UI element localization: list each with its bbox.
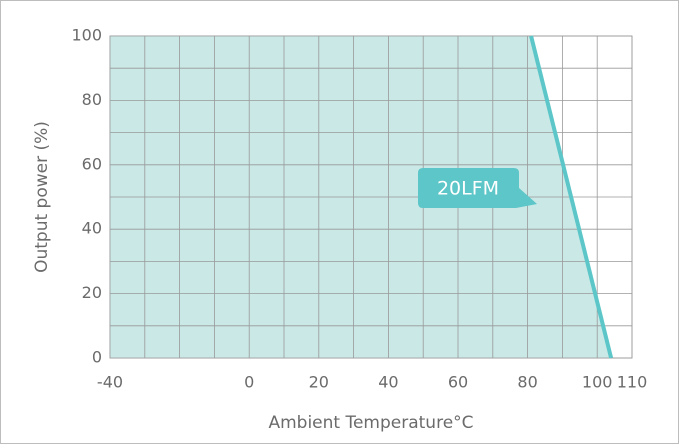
y-tick-label: 20: [82, 283, 102, 302]
y-tick-label: 40: [82, 219, 102, 238]
x-tick-label: 110: [617, 373, 648, 392]
x-tick-label: 100: [582, 373, 613, 392]
y-tick-label: 60: [82, 154, 102, 173]
x-tick-label: 80: [517, 373, 537, 392]
callout-box: [418, 168, 537, 208]
x-tick-label: 0: [244, 373, 254, 392]
y-tick-label: 0: [92, 348, 102, 367]
y-tick-label: 80: [82, 90, 102, 109]
y-axis-label: Output power (%): [32, 121, 52, 273]
series-label: 20LFM: [437, 178, 499, 200]
y-tick-label: 100: [71, 26, 102, 45]
x-tick-label: 40: [378, 373, 398, 392]
x-tick-label: -40: [97, 373, 123, 392]
x-tick-label: 60: [448, 373, 468, 392]
x-tick-label: 20: [309, 373, 329, 392]
line: [529, 35, 614, 359]
x-axis-label: Ambient Temperature°C: [268, 413, 473, 433]
